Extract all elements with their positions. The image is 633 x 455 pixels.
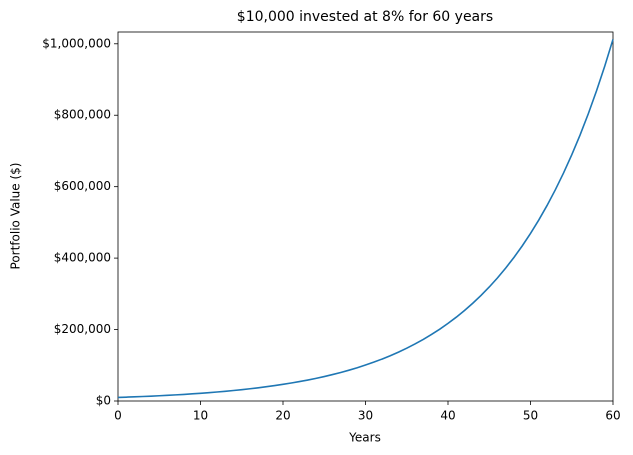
x-tick-label: 40: [440, 409, 455, 423]
chart-title: $10,000 invested at 8% for 60 years: [237, 9, 493, 25]
y-tick-label: $800,000: [54, 108, 111, 122]
x-tick-label: 50: [523, 409, 538, 423]
y-axis-label: Portfolio Value ($): [9, 163, 23, 270]
x-tick-label: 30: [358, 409, 373, 423]
y-tick-label: $400,000: [54, 251, 111, 265]
line: [117, 39, 614, 399]
y-tick-label: $0: [96, 394, 111, 408]
x-tick-label: 60: [605, 409, 620, 423]
y-tick-label: $200,000: [54, 322, 111, 336]
x-tick-label: 20: [275, 409, 290, 423]
y-tick-label: $600,000: [54, 179, 111, 193]
x-tick-label: 0: [114, 409, 122, 423]
y-tick-label: $1,000,000: [42, 36, 111, 50]
x-axis-label: Years: [348, 431, 381, 445]
plot-frame: [117, 31, 614, 402]
x-tick-label: 10: [193, 409, 208, 423]
